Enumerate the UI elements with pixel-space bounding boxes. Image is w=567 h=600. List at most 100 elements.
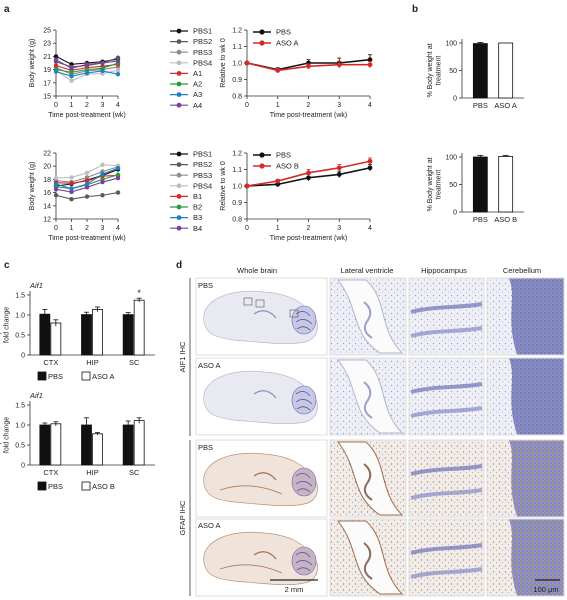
panel-label-b: b	[412, 4, 418, 15]
legend-label: ASO B	[276, 162, 299, 171]
x-tick-label: 2	[85, 102, 89, 109]
brain-silhouette	[203, 370, 318, 425]
data-point	[115, 55, 121, 60]
x-tick-label: 3	[101, 225, 105, 232]
y-axis-label: Body weight (g)	[29, 39, 36, 88]
bar-ctx-aso-a	[50, 322, 62, 356]
tissue-texture	[409, 278, 484, 355]
micrograph-row2-col1	[195, 357, 328, 436]
bar-ctx-pbs	[39, 424, 51, 466]
y-tick-label: 1.1	[232, 44, 242, 51]
legend-swatch-point	[176, 28, 182, 34]
legend-label: PBS1	[193, 27, 212, 36]
x-tick-label: 4	[116, 102, 120, 109]
y-tick-label: 1.0	[15, 423, 25, 430]
data-point	[115, 58, 121, 64]
legend-label: PBS3	[193, 48, 212, 57]
data-point	[275, 181, 281, 187]
micrograph-row3-col3	[408, 439, 485, 518]
y-tick-label: 18	[43, 177, 51, 184]
chart-c2: 0 0.5 1.0 1.5 Expressionfold change Aif1 CTX HI…	[0, 391, 155, 491]
cell-layer	[410, 488, 483, 500]
micrograph-row4-col4	[486, 518, 565, 597]
inset-box	[255, 299, 265, 308]
x-tick-label: 1	[276, 102, 280, 109]
cell-layer	[410, 326, 483, 338]
gfap-tract	[219, 564, 283, 574]
legend-swatch-point	[176, 204, 182, 210]
legend-swatch-point	[176, 215, 182, 221]
data-point	[53, 69, 59, 74]
legend-swatch-point	[176, 92, 182, 97]
x-tick-label: 3	[337, 102, 341, 109]
y-tick-label: 1.0	[232, 184, 242, 191]
row-label-pbs-gfap: PBS	[198, 443, 213, 452]
micrograph-row1-col2	[329, 277, 407, 356]
y-tick-label: 14	[43, 203, 51, 210]
legend-swatch-point	[176, 225, 182, 231]
bar-aso-b	[498, 156, 514, 213]
x-tick-label: 0	[54, 225, 58, 232]
x-tick-label: 1	[70, 225, 74, 232]
bar-pbs	[472, 156, 488, 213]
cerebellum-folia	[295, 311, 313, 331]
y-tick-label: 22	[43, 151, 51, 158]
x-tick-label: PBS	[473, 215, 488, 224]
y-tick-label: 1.1	[232, 167, 242, 174]
granular-layer	[509, 440, 564, 517]
tissue-texture	[409, 358, 484, 435]
data-point	[53, 187, 59, 192]
y-tick-label: 23	[43, 41, 51, 48]
data-point	[115, 172, 121, 177]
data-point	[336, 165, 342, 171]
bar-pbs	[472, 43, 488, 99]
data-point	[69, 186, 74, 191]
data-point	[306, 170, 311, 176]
data-point	[115, 175, 121, 181]
legend-label: PBS2	[193, 160, 212, 169]
panel-label-d: d	[176, 260, 182, 271]
x-axis-label: Time post-treatment (wk)	[48, 235, 126, 242]
cerebellum-folia	[295, 391, 313, 411]
y-tick-label: 50	[449, 182, 457, 189]
bar-hip-pbs	[81, 314, 92, 356]
x-axis-label: Time post-treatment (wk)	[270, 235, 348, 242]
cerebellum-region	[291, 385, 317, 415]
micrograph-row2-col4	[486, 357, 565, 436]
legend-label: PBS1	[193, 150, 212, 159]
legend-swatch-point	[176, 151, 182, 157]
data-point	[100, 171, 105, 177]
data-point	[84, 175, 90, 180]
x-tick-label: 1	[276, 225, 280, 232]
x-tick-label: 1	[70, 102, 74, 109]
micrograph-row2-col3	[408, 357, 485, 436]
legend-label: PBS	[48, 372, 63, 381]
y-tick-label: 0.5	[15, 333, 25, 340]
cell-layer	[410, 406, 483, 418]
inset-box	[289, 309, 299, 318]
data-point	[367, 165, 373, 171]
data-point	[100, 179, 105, 185]
data-point	[100, 162, 105, 168]
data-point	[53, 63, 59, 68]
y-tick-label: 0.8	[232, 217, 242, 224]
data-point	[244, 60, 250, 66]
micrograph-row4-col1	[195, 518, 328, 597]
data-point	[69, 78, 74, 84]
cell-layer	[410, 543, 483, 555]
y-axis-label: Body weight (g)	[29, 162, 36, 211]
legend-label: PBS4	[193, 181, 212, 190]
legend-label: PBS4	[193, 58, 212, 67]
y-tick-label: 1.2	[232, 28, 242, 35]
data-point	[115, 68, 121, 73]
y-tick-label: 25	[43, 28, 51, 35]
chart-b2: 0 50 100 % Body weight at treatment PBS ASO B	[427, 153, 524, 224]
legend-swatch-point	[259, 152, 265, 158]
data-point	[336, 172, 342, 177]
brain-silhouette	[203, 452, 318, 507]
x-axis-label: Time post-treatment (wk)	[48, 112, 126, 119]
x-tick-label: 2	[85, 225, 89, 232]
y-tick-label: 0.9	[232, 200, 242, 207]
